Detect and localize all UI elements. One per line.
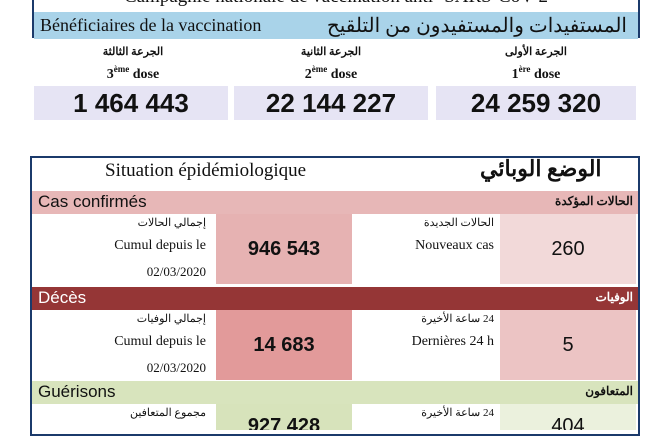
cases-cumul-ar: إجمالي الحالات [137, 217, 206, 229]
recoveries-recent-ar: 24 ساعة الأخيرة [421, 407, 494, 419]
recoveries-label: Guérisons [38, 382, 116, 401]
beneficiaries-bar [34, 12, 638, 39]
dose-2-value: 22 144 227 [234, 86, 428, 120]
deaths-recent-value: 5 [500, 310, 636, 380]
cases-label: Cas confirmés [38, 192, 147, 211]
deaths-recent-label: Dernières 24 h [411, 334, 494, 349]
recoveries-cumul-value: 927 428 [216, 404, 352, 430]
dose-1-label-ar: الجرعة الأولى [505, 46, 567, 58]
recoveries-recent-value: 404 [500, 404, 636, 430]
dose-1-value: 24 259 320 [436, 86, 636, 120]
deaths-recent-ar: 24 ساعة الأخيرة [421, 313, 494, 325]
deaths-cumul-date: 02/03/2020 [146, 360, 206, 375]
dose-2-label-ar: الجرعة الثانية [300, 46, 362, 58]
campaign-title: Campagnie nationale de vaccination anti-… [32, 0, 640, 8]
cases-label-ar: الحالات المؤكدة [555, 194, 633, 208]
epidemiology-title-fr: Situation épidémiologique [105, 160, 307, 181]
deaths-label: Décès [38, 288, 87, 307]
dose-3-value: 1 464 443 [34, 86, 228, 120]
recoveries-cumul-ar: مجموع المتعافين [129, 407, 206, 419]
cases-bar [32, 191, 638, 214]
dose-2-label: 2ème dose [304, 64, 358, 82]
deaths-cumul-label: Cumul depuis le [114, 334, 206, 349]
dose-1-label: 1ère dose [511, 64, 561, 82]
cases-cumul-label: Cumul depuis le [114, 238, 206, 253]
beneficiaries-label-fr: Bénéficiaires de la vaccination [40, 15, 262, 35]
cases-new-value: 260 [500, 214, 636, 284]
recoveries-label-ar: المتعافون [585, 384, 633, 398]
cases-new-ar: الحالات الجديدة [423, 217, 494, 229]
cases-new-label: Nouveaux cas [415, 238, 494, 253]
dose-3-label: 3ème dose [106, 64, 160, 82]
epidemiology-title-ar: الوضع الوبائي [480, 156, 602, 181]
deaths-label-ar: الوفيات [595, 290, 634, 304]
cases-cumul-value: 946 543 [216, 214, 352, 284]
beneficiaries-label-ar: المستفيدات والمستفيدون من التلقيح [326, 15, 627, 37]
deaths-bar [32, 287, 638, 310]
deaths-cumul-ar: إجمالي الوفيات [136, 313, 206, 325]
dose-3-label-ar: الجرعة الثالثة [102, 46, 164, 58]
cases-cumul-date: 02/03/2020 [146, 264, 206, 279]
deaths-cumul-value: 14 683 [216, 310, 352, 380]
recoveries-bar [32, 381, 638, 404]
